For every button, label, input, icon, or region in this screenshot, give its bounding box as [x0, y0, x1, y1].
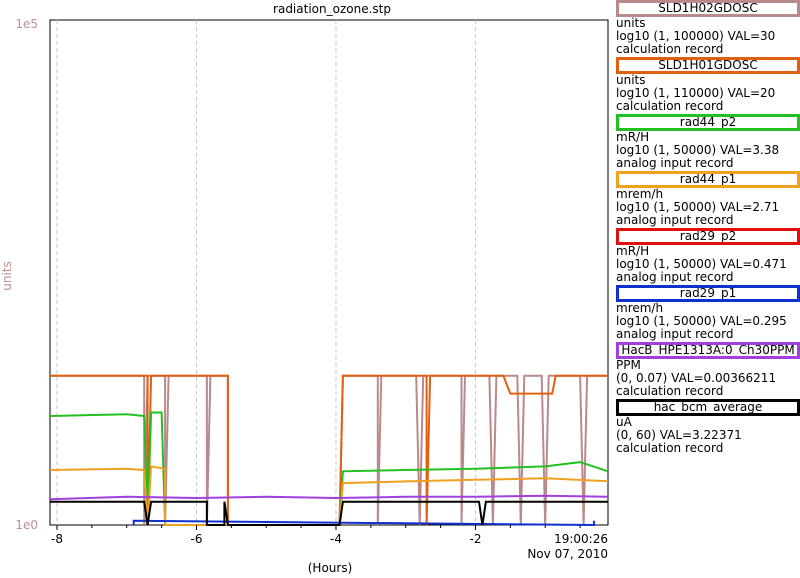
legend-record-type: calculation record — [616, 384, 724, 398]
chart-title: radiation_ozone.stp — [273, 2, 391, 16]
legend-series-name: rad29_p1 — [616, 285, 800, 302]
legend-units: mrem/h — [616, 187, 664, 201]
series-line-hacb-hpe1313a-0-ch30ppm — [49, 494, 609, 501]
legend-series-name: SLD1H02GDOSC — [616, 0, 800, 17]
x-ticks: -8 -6 -4 -2 — [51, 525, 581, 546]
legend-record-type: analog input record — [616, 270, 734, 284]
plot-area — [49, 19, 609, 526]
y-tick-label-top: 1e5 — [15, 17, 38, 31]
legend-range-value: log10 (1, 50000) VAL=0.471 — [616, 257, 787, 271]
x-end-time: 19:00:26 — [554, 532, 608, 546]
legend-units: uA — [616, 415, 632, 429]
legend-series-name: rad44_p2 — [616, 114, 800, 131]
legend-record-type: calculation record — [616, 441, 724, 455]
legend-units: mR/H — [616, 130, 650, 144]
legend-range-value: log10 (1, 110000) VAL=20 — [616, 86, 776, 100]
legend-record-type: calculation record — [616, 42, 724, 56]
x-axis-label: (Hours) — [308, 561, 353, 575]
legend-item-rad29-p1: rad29_p1 mrem/h log10 (1, 50000) VAL=0.295… — [616, 285, 800, 341]
legend-item-sld1h02gdosc: SLD1H02GDOSC units log10 (1, 100000) VAL=3… — [616, 0, 800, 56]
legend-units: units — [616, 16, 646, 30]
series-line-sld1h02gdosc — [50, 374, 608, 526]
legend-range-value: log10 (1, 50000) VAL=2.71 — [616, 200, 780, 214]
legend-item-hacb-hpe1313a-0-ch30ppm: HacB_HPE1313A:0_Ch30PPM PPM (0, 0.07) VAL=… — [616, 342, 800, 398]
legend-record-type: analog input record — [616, 156, 734, 170]
x-tick-label: -2 — [469, 532, 481, 546]
legend-series-name: rad29_p2 — [616, 228, 800, 245]
legend-range-value: log10 (1, 50000) VAL=3.38 — [616, 143, 780, 157]
legend: SLD1H02GDOSC units log10 (1, 100000) VAL=3… — [616, 0, 800, 456]
grid-lines — [56, 20, 476, 525]
legend-series-name: hac_bcm_average — [616, 399, 800, 416]
legend-units: mrem/h — [616, 301, 664, 315]
legend-record-type: calculation record — [616, 99, 724, 113]
legend-series-name: HacB_HPE1313A:0_Ch30PPM — [616, 342, 800, 359]
legend-item-sld1h01gdosc: SLD1H01GDOSC units log10 (1, 110000) VAL=2… — [616, 57, 800, 113]
legend-range-value: (0, 0.07) VAL=0.00366211 — [616, 371, 777, 385]
x-end-date: Nov 07, 2010 — [527, 547, 608, 561]
legend-item-hac-bcm-average: hac_bcm_average uA (0, 60) VAL=3.22371 calc… — [616, 399, 800, 455]
legend-units: units — [616, 73, 646, 87]
legend-record-type: analog input record — [616, 213, 734, 227]
y-tick-label-bottom: 1e0 — [15, 518, 38, 532]
legend-record-type: analog input record — [616, 327, 734, 341]
legend-range-value: (0, 60) VAL=3.22371 — [616, 428, 742, 442]
series-line-sld1h01gdosc — [50, 374, 608, 526]
legend-units: mR/H — [616, 244, 650, 258]
legend-range-value: log10 (1, 100000) VAL=30 — [616, 29, 776, 43]
series-line-hac-bcm-average — [50, 500, 608, 526]
legend-series-name: SLD1H01GDOSC — [616, 57, 800, 74]
x-tick-label: -6 — [190, 532, 202, 546]
legend-units: PPM — [616, 358, 641, 372]
y-axis-label: units — [0, 261, 14, 291]
x-tick-label: -4 — [330, 532, 342, 546]
legend-item-rad44-p2: rad44_p2 mR/H log10 (1, 50000) VAL=3.38 ana… — [616, 114, 800, 170]
legend-series-name: rad44_p1 — [616, 171, 800, 188]
series-line-rad29-p1 — [132, 519, 595, 527]
legend-item-rad29-p2: rad29_p2 mR/H log10 (1, 50000) VAL=0.471 an… — [616, 228, 800, 284]
legend-range-value: log10 (1, 50000) VAL=0.295 — [616, 314, 787, 328]
x-tick-label: -8 — [51, 532, 63, 546]
legend-item-rad44-p1: rad44_p1 mrem/h log10 (1, 50000) VAL=2.71 a… — [616, 171, 800, 227]
